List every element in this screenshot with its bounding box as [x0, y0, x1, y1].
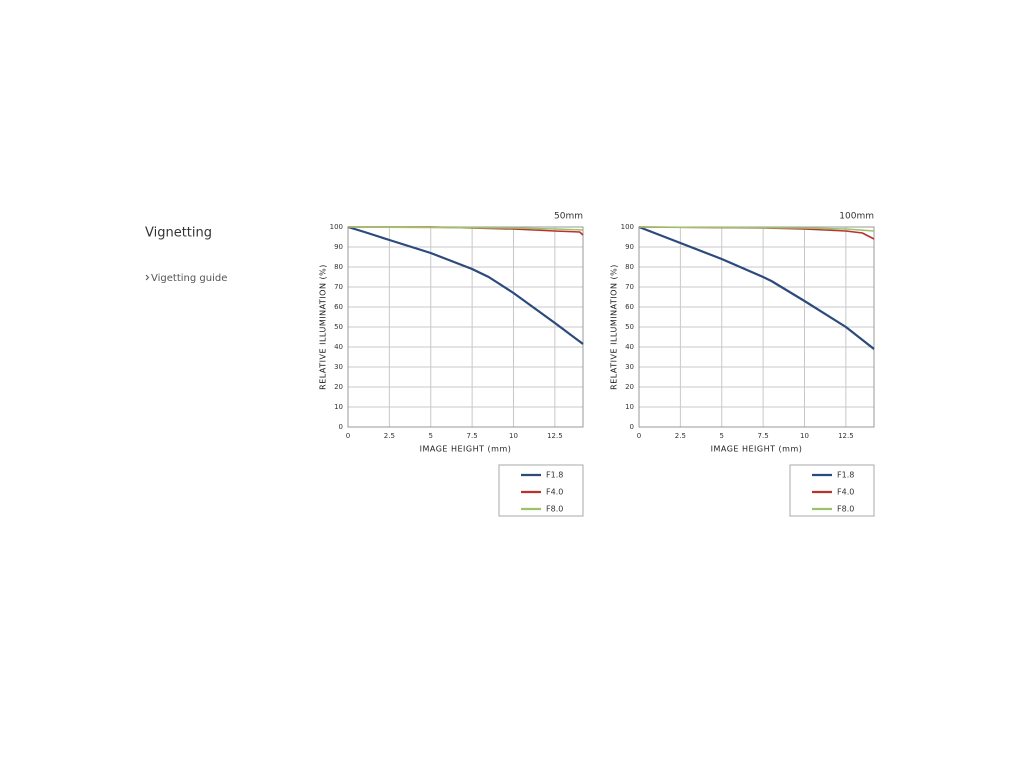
- series-line: [638, 226, 875, 232]
- y-tick-label: 30: [625, 363, 634, 371]
- x-tick-label: 0: [637, 432, 641, 440]
- y-tick-label: 20: [625, 383, 634, 391]
- chevron-icon: [145, 274, 150, 281]
- y-axis-label: RELATIVE ILLUMINATION (%): [319, 264, 328, 390]
- y-tick-label: 0: [630, 423, 634, 431]
- x-tick-label: 7.5: [467, 432, 478, 440]
- series-line: [347, 225, 584, 345]
- legend-box: [498, 464, 584, 517]
- y-tick-label: 100: [330, 223, 343, 231]
- x-axis-label: IMAGE HEIGHT (mm): [420, 445, 512, 454]
- legend-label: F4.0: [546, 488, 563, 497]
- x-axis-label: IMAGE HEIGHT (mm): [711, 445, 803, 454]
- legend-label: F8.0: [546, 505, 563, 514]
- y-tick-label: 50: [625, 323, 634, 331]
- x-tick-label: 5: [720, 432, 724, 440]
- legend-label: F8.0: [837, 505, 854, 514]
- guide-link[interactable]: Vigetting guide: [151, 273, 227, 284]
- y-tick-label: 0: [339, 423, 343, 431]
- section-heading: Vignetting: [145, 226, 212, 241]
- x-tick-label: 12.5: [547, 432, 563, 440]
- chart-title: 100mm: [839, 212, 874, 222]
- x-tick-label: 0: [346, 432, 350, 440]
- y-tick-label: 60: [625, 303, 634, 311]
- x-tick-label: 7.5: [758, 432, 769, 440]
- y-tick-label: 20: [334, 383, 343, 391]
- y-tick-label: 80: [625, 263, 634, 271]
- series-line: [347, 226, 584, 231]
- y-tick-label: 10: [625, 403, 634, 411]
- y-tick-label: 40: [334, 343, 343, 351]
- x-tick-label: 12.5: [838, 432, 854, 440]
- y-tick-label: 90: [334, 243, 343, 251]
- x-tick-label: 10: [800, 432, 809, 440]
- y-tick-label: 50: [334, 323, 343, 331]
- legend-label: F4.0: [837, 488, 854, 497]
- x-tick-label: 2.5: [675, 432, 686, 440]
- y-tick-label: 70: [625, 283, 634, 291]
- y-tick-label: 80: [334, 263, 343, 271]
- y-tick-label: 90: [625, 243, 634, 251]
- y-tick-label: 70: [334, 283, 343, 291]
- legend-label: F1.8: [546, 471, 563, 480]
- y-tick-label: 40: [625, 343, 634, 351]
- x-tick-label: 10: [509, 432, 518, 440]
- y-axis-label: RELATIVE ILLUMINATION (%): [610, 264, 619, 390]
- y-tick-label: 100: [621, 223, 634, 231]
- x-tick-label: 5: [429, 432, 433, 440]
- series-line: [638, 225, 875, 350]
- chart-title: 50mm: [554, 212, 583, 222]
- y-tick-label: 30: [334, 363, 343, 371]
- y-tick-label: 10: [334, 403, 343, 411]
- x-tick-label: 2.5: [384, 432, 395, 440]
- legend-label: F1.8: [837, 471, 854, 480]
- legend-box: [789, 464, 875, 517]
- y-tick-label: 60: [334, 303, 343, 311]
